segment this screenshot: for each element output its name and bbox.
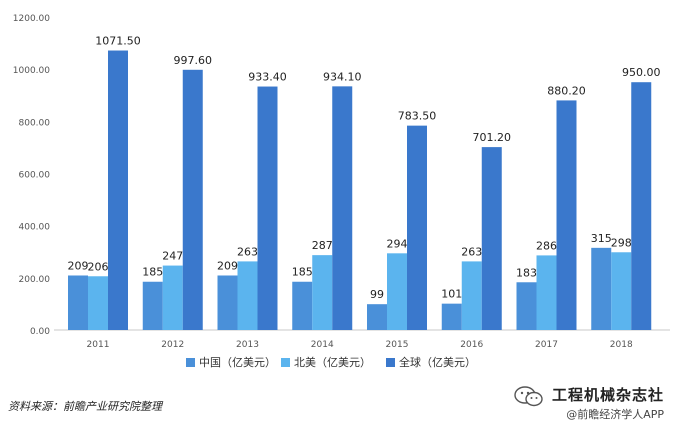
y-tick-label: 1000.00 bbox=[13, 66, 50, 76]
legend-swatch bbox=[281, 358, 290, 367]
bar bbox=[407, 125, 427, 330]
legend-swatch bbox=[186, 358, 195, 367]
bar bbox=[441, 303, 462, 330]
bar-value-label: 950.00 bbox=[622, 66, 661, 79]
bar bbox=[217, 275, 238, 330]
bar bbox=[367, 304, 387, 330]
bar bbox=[481, 147, 502, 330]
x-tick-label: 2011 bbox=[87, 340, 110, 350]
bar-value-label: 101 bbox=[441, 288, 462, 301]
wechat-icon bbox=[514, 386, 543, 407]
bar bbox=[536, 255, 557, 330]
bar-value-label: 286 bbox=[536, 239, 557, 252]
bar-value-label: 99 bbox=[370, 288, 384, 301]
legend-label: 全球（亿美元） bbox=[399, 355, 476, 369]
bar bbox=[516, 282, 537, 330]
bar bbox=[142, 281, 163, 330]
bar-value-label: 934.10 bbox=[323, 70, 362, 83]
wechat-account-name: 工程机械杂志社 bbox=[551, 386, 664, 404]
bar-value-label: 209 bbox=[217, 259, 238, 272]
wechat-watermark: 工程机械杂志社 @前瞻经济学人APP bbox=[514, 384, 664, 422]
bar bbox=[162, 265, 183, 330]
x-tick-label: 2014 bbox=[311, 340, 334, 350]
bar-value-label: 206 bbox=[88, 260, 109, 273]
bar-labels: 209 2061071.50185247997.60209263933.40185… bbox=[68, 35, 661, 302]
bar-value-label: 997.60 bbox=[174, 54, 213, 67]
bar bbox=[257, 86, 278, 330]
bar bbox=[461, 261, 482, 330]
source-note: 资料来源：前瞻产业研究院整理 bbox=[8, 400, 162, 413]
y-tick-label: 600.00 bbox=[19, 171, 51, 181]
bar bbox=[332, 86, 353, 330]
bar bbox=[312, 255, 333, 330]
bar-value-label: 185 bbox=[292, 266, 313, 279]
bars bbox=[68, 50, 652, 331]
bar-value-label: 315 bbox=[591, 232, 612, 245]
bar bbox=[611, 252, 632, 330]
bar-value-label: 294 bbox=[387, 237, 408, 250]
x-tick-label: 2015 bbox=[386, 340, 409, 350]
legend-label: 中国（亿美元） bbox=[199, 356, 276, 369]
y-tick-label: 200.00 bbox=[19, 275, 51, 285]
x-tick-label: 2012 bbox=[161, 340, 184, 350]
y-axis-ticks: 0.00 200.00 400.00 600.00 800.00 1000.00 1200.… bbox=[13, 14, 50, 337]
bar bbox=[237, 261, 258, 330]
bar-value-label: 263 bbox=[237, 245, 258, 258]
bar bbox=[631, 82, 652, 330]
bar bbox=[182, 69, 203, 330]
bar-value-label: 287 bbox=[312, 239, 333, 252]
x-axis-ticks: 2011 2012 2013 2014 2015 2016 2017 2018 bbox=[87, 340, 633, 350]
x-tick-label: 2013 bbox=[236, 340, 259, 350]
legend-swatch bbox=[386, 358, 395, 367]
bar-value-label: 701.20 bbox=[473, 131, 512, 144]
bar bbox=[88, 276, 108, 330]
x-tick-label: 2017 bbox=[535, 340, 558, 350]
chart: 0.00 200.00 400.00 600.00 800.00 1000.00 1200.… bbox=[13, 14, 670, 369]
legend: 中国（亿美元） 北美（亿美元） 全球（亿美元） bbox=[186, 355, 476, 369]
bar-value-label: 933.40 bbox=[248, 71, 287, 84]
bar-value-label: 783.50 bbox=[398, 110, 437, 123]
x-tick-label: 2016 bbox=[460, 340, 483, 350]
bar bbox=[387, 253, 407, 330]
y-tick-label: 800.00 bbox=[19, 118, 51, 128]
bar bbox=[108, 50, 128, 330]
bar-value-label: 247 bbox=[162, 250, 183, 263]
wechat-account-sub: @前瞻经济学人APP bbox=[566, 408, 664, 421]
bar-value-label: 185 bbox=[142, 266, 163, 279]
bar bbox=[591, 247, 612, 330]
x-tick-label: 2018 bbox=[610, 340, 633, 350]
bar-value-label: 263 bbox=[461, 245, 482, 258]
bar-value-label: 183 bbox=[516, 266, 537, 279]
legend-label: 北美（亿美元） bbox=[294, 356, 371, 369]
y-tick-label: 0.00 bbox=[30, 327, 50, 337]
bar bbox=[292, 281, 313, 330]
bar-value-label: 298 bbox=[611, 236, 632, 249]
bar-value-label: 1071.50 bbox=[95, 35, 141, 48]
bar-value-label: 880.20 bbox=[547, 84, 586, 97]
y-tick-label: 1200.00 bbox=[13, 14, 50, 24]
y-tick-label: 400.00 bbox=[19, 223, 51, 233]
bar-value-label: 209 bbox=[68, 259, 89, 272]
bar bbox=[556, 100, 577, 331]
bar bbox=[68, 275, 88, 330]
